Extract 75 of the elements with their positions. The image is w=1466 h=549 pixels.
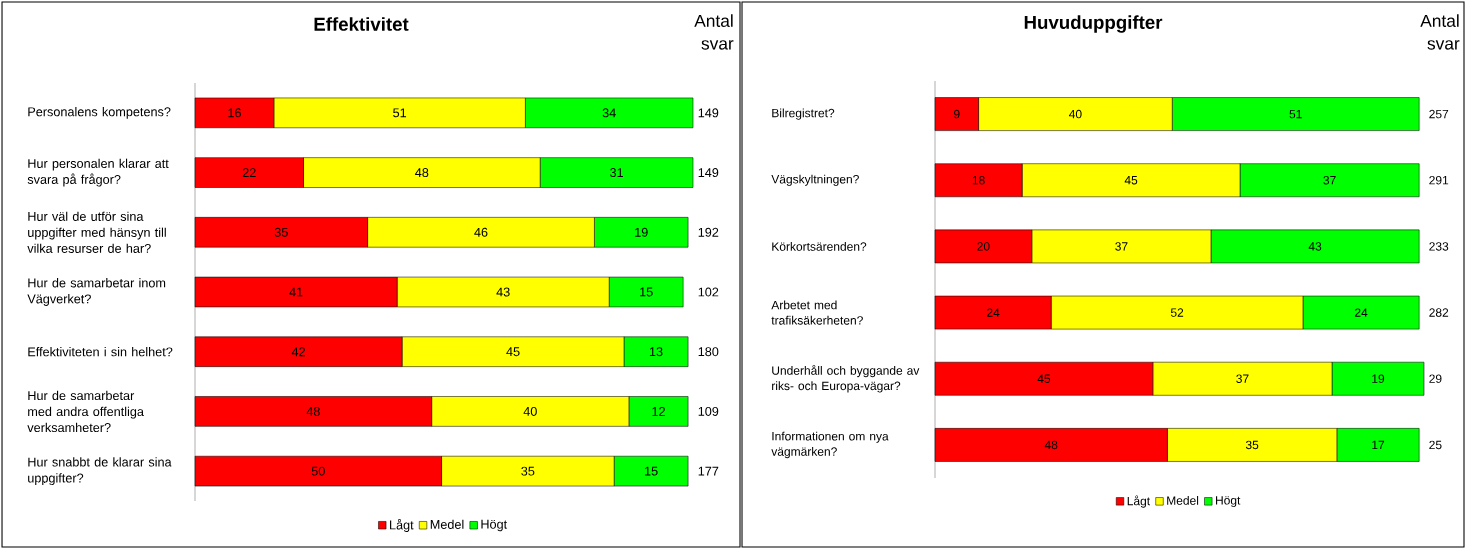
text: 233 — [1429, 242, 1449, 251]
data-label: 15 — [640, 287, 653, 297]
text: 102 — [698, 287, 719, 297]
data-label: 24 — [987, 308, 1000, 317]
chart-title: Effektivitet — [314, 17, 409, 31]
y-tick-label: Hur de samarbetar med andra offentliga verksamheter? — [27, 390, 144, 433]
legend-label: Medel — [1167, 495, 1199, 505]
data-label: 40 — [523, 406, 537, 416]
y-tick-label: Underhåll och byggande av riks- och Europa-vägar? — [772, 364, 920, 393]
data-label: 50 — [311, 466, 325, 476]
data-label: 15 — [645, 466, 658, 476]
text: 29 — [1429, 374, 1442, 383]
text: 257 — [1429, 109, 1449, 119]
data-label: 45 — [506, 347, 520, 357]
data-label: 45 — [1037, 374, 1051, 383]
data-label: 37 — [1236, 374, 1249, 383]
data-label: 19 — [1372, 374, 1385, 383]
legend-label: Lågt — [390, 519, 414, 532]
data-label: 37 — [1323, 175, 1336, 185]
data-label: 34 — [602, 108, 616, 118]
data-label: 48 — [415, 168, 429, 178]
data-label: 22 — [242, 168, 256, 177]
legend-label: Lågt — [1127, 495, 1151, 508]
data-label: 51 — [393, 108, 407, 118]
legend-label: Högt — [1216, 496, 1241, 507]
y-tick-label: Hur personalen klarar att svara på frågor? — [27, 158, 169, 187]
data-label: 18 — [972, 175, 985, 185]
data-label: 9 — [954, 109, 960, 119]
y-tick-label: Bilregistret? — [772, 108, 835, 120]
data-label: 31 — [610, 168, 623, 178]
data-label: 48 — [306, 406, 320, 416]
legend-label: Medel — [430, 519, 464, 529]
data-label: 46 — [474, 227, 488, 237]
text: 149 — [698, 108, 719, 118]
text: 25 — [1429, 440, 1442, 450]
data-label: 20 — [977, 242, 990, 251]
text: 282 — [1429, 308, 1449, 317]
legend-label: Högt — [481, 519, 508, 532]
text: 291 — [1429, 175, 1449, 185]
data-label: 35 — [274, 227, 288, 237]
data-label: 16 — [228, 108, 241, 118]
data-label: 51 — [1289, 109, 1302, 119]
y-tick-label: Personalens kompetens? — [28, 106, 171, 119]
data-label: 13 — [649, 347, 663, 357]
y-tick-label: Arbetet med trafiksäkerheten? — [771, 300, 863, 325]
data-label: 17 — [1372, 440, 1385, 450]
y-tick-label: Informationen om nya vägmärken? — [771, 431, 889, 459]
text: Antal svar — [1420, 14, 1460, 50]
text: 180 — [698, 347, 719, 357]
y-tick-label: Effektiviteten i sin helhet? — [28, 347, 173, 357]
data-label: 43 — [1308, 242, 1322, 251]
data-label: 41 — [289, 287, 303, 297]
y-tick-label: Körkortsärenden? — [772, 242, 867, 251]
text: 192 — [698, 227, 719, 237]
text: Antal svar — [694, 14, 734, 50]
data-label: 43 — [496, 287, 510, 297]
data-label: 12 — [652, 406, 665, 416]
y-tick-label: Hur snabbt de klarar sina uppgifter? — [28, 457, 172, 486]
data-label: 40 — [1069, 109, 1082, 119]
data-label: 42 — [291, 347, 305, 357]
text: 149 — [698, 168, 719, 178]
data-label: 52 — [1170, 308, 1184, 317]
data-label: 35 — [521, 466, 535, 476]
data-label: 19 — [635, 227, 648, 237]
chart-title: Huvuduppgifter — [1024, 15, 1163, 33]
text: 109 — [698, 406, 719, 416]
text: 177 — [698, 466, 719, 476]
y-tick-label: Vägskyltningen? — [771, 174, 859, 186]
y-tick-label: Hur de samarbetar inom Vägverket? — [27, 278, 166, 306]
data-label: 37 — [1115, 242, 1128, 251]
data-label: 35 — [1245, 440, 1259, 450]
data-label: 24 — [1355, 308, 1368, 317]
data-label: 48 — [1044, 440, 1058, 450]
y-tick-label: Hur väl de utför sina uppgifter med hänsyn till vilka resurser de har? — [27, 211, 166, 253]
data-label: 45 — [1124, 176, 1138, 185]
